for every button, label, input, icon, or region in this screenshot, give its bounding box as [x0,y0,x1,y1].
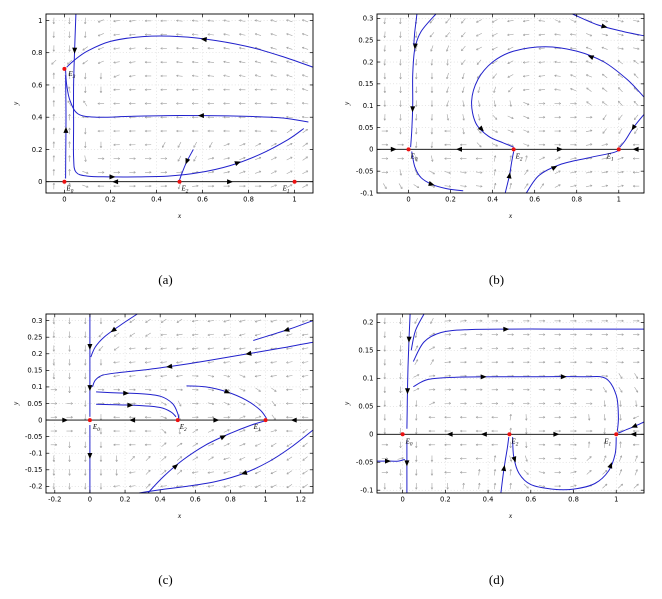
svg-text:0.1: 0.1 [31,383,42,391]
svg-text:0.1: 0.1 [362,375,373,383]
svg-text:0.05: 0.05 [358,403,373,411]
svg-text:-0.2: -0.2 [29,483,42,491]
svg-text:-0.05: -0.05 [355,167,373,175]
svg-text:0.6: 0.6 [525,496,536,504]
svg-text:E0: E0 [404,437,412,447]
svg-text:1: 1 [38,17,42,25]
svg-text:0.2: 0.2 [119,496,130,504]
svg-text:-0.05: -0.05 [355,459,373,467]
svg-text:0.15: 0.15 [27,367,42,375]
svg-text:0.2: 0.2 [31,350,42,358]
subfigure-caption-d: (d) [488,572,505,587]
panel-c: E0 E2 E1 -0.2 0 0.2 0.4 0.6 0.8 1 1.2 -0.2 -0.15 -0.1… [0,300,331,599]
svg-text:0.8: 0.8 [568,496,579,504]
svg-text:0.4: 0.4 [482,496,493,504]
svg-text:0.6: 0.6 [189,496,200,504]
svg-text:0.3: 0.3 [362,15,373,23]
svg-text:y: y [11,101,20,106]
svg-text:x: x [176,211,181,220]
svg-text:0: 0 [369,431,373,439]
subfigure-caption-b: (b) [488,272,505,287]
panel-b: E0 E2 E1 0 0.2 0.4 0.6 0.8 1 -0.1 -0.05 0 0.05 0.1 0.1… [331,0,662,300]
svg-text:E3: E3 [67,70,75,80]
svg-text:0.8: 0.8 [571,196,582,204]
svg-text:E1: E1 [281,185,289,195]
svg-text:E0: E0 [409,152,417,162]
svg-text:E0: E0 [65,185,73,195]
svg-text:1: 1 [292,196,296,204]
svg-text:x: x [507,211,512,220]
phase-portrait-d: E0 E2 E1 0 0.2 0.4 0.6 0.8 1 -0.1 -0.05 0 0.05 0.1 0.1… [342,313,644,520]
svg-text:-0.1: -0.1 [360,487,373,495]
svg-text:0: 0 [406,196,410,204]
phase-portrait-c: E0 E2 E1 -0.2 0 0.2 0.4 0.6 0.8 1 1.2 -0.2 -0.15 -0.1… [11,313,313,520]
subfigure-caption-a: (a) [158,272,173,287]
svg-text:E1: E1 [605,152,613,162]
svg-text:0.15: 0.15 [358,347,373,355]
svg-text:-0.2: -0.2 [48,496,61,504]
svg-text:0.2: 0.2 [31,146,42,154]
svg-text:0.6: 0.6 [529,196,540,204]
svg-text:1: 1 [263,496,267,504]
svg-text:0.4: 0.4 [31,114,42,122]
svg-text:0.1: 0.1 [362,102,373,110]
svg-text:E1: E1 [252,423,260,433]
svg-text:1.2: 1.2 [295,496,306,504]
svg-text:E1: E1 [603,437,611,447]
svg-text:0: 0 [87,496,91,504]
svg-text:x: x [507,511,512,520]
subfigure-caption-c: (c) [158,572,173,587]
svg-text:0.25: 0.25 [358,36,373,44]
svg-text:0.8: 0.8 [225,496,236,504]
svg-text:-0.15: -0.15 [24,466,42,474]
svg-text:0.8: 0.8 [243,196,254,204]
svg-text:E0: E0 [91,423,99,433]
svg-text:E2: E2 [510,437,518,447]
svg-text:0: 0 [369,146,373,154]
svg-text:0.2: 0.2 [445,196,456,204]
svg-text:0.4: 0.4 [487,196,498,204]
svg-text:0.05: 0.05 [358,124,373,132]
svg-text:0: 0 [400,496,404,504]
svg-text:0: 0 [38,178,42,186]
svg-text:y: y [11,401,20,406]
svg-text:0.4: 0.4 [154,496,165,504]
svg-text:-0.1: -0.1 [360,189,373,197]
phase-portrait-a: E3 E0 E2 E1 0 0.2 0.4 0.6 0.8 1 0 0.2 0.4 0.6 0.8 1 x y [11,13,313,220]
svg-text:0.2: 0.2 [439,496,450,504]
svg-text:-0.05: -0.05 [24,433,42,441]
svg-text:1: 1 [614,496,618,504]
svg-text:-0.1: -0.1 [29,450,42,458]
svg-text:x: x [176,511,181,520]
svg-text:0.6: 0.6 [197,196,208,204]
panel-a: E3 E0 E2 E1 0 0.2 0.4 0.6 0.8 1 0 0.2 0.4 0.6 0.8 1 x y (… [0,0,331,300]
svg-text:E2: E2 [514,152,522,162]
svg-text:0.2: 0.2 [105,196,116,204]
svg-text:E2: E2 [178,423,186,433]
svg-text:E2: E2 [180,185,188,195]
panel-d: E0 E2 E1 0 0.2 0.4 0.6 0.8 1 -0.1 -0.05 0 0.05 0.1 0.1… [331,300,662,599]
phase-portrait-b: E0 E2 E1 0 0.2 0.4 0.6 0.8 1 -0.1 -0.05 0 0.05 0.1 0.1… [342,13,644,220]
svg-text:0.3: 0.3 [31,317,42,325]
svg-text:0.4: 0.4 [151,196,162,204]
svg-text:0.05: 0.05 [27,400,42,408]
svg-text:0.2: 0.2 [362,319,373,327]
svg-text:y: y [342,401,351,406]
svg-text:0.8: 0.8 [31,49,42,57]
svg-text:0.15: 0.15 [358,80,373,88]
svg-text:0.2: 0.2 [362,58,373,66]
svg-text:1: 1 [616,196,620,204]
svg-text:y: y [342,101,351,106]
svg-text:0.6: 0.6 [31,81,42,89]
svg-text:0.25: 0.25 [27,334,42,342]
svg-text:0: 0 [62,196,66,204]
svg-text:0: 0 [38,416,42,424]
